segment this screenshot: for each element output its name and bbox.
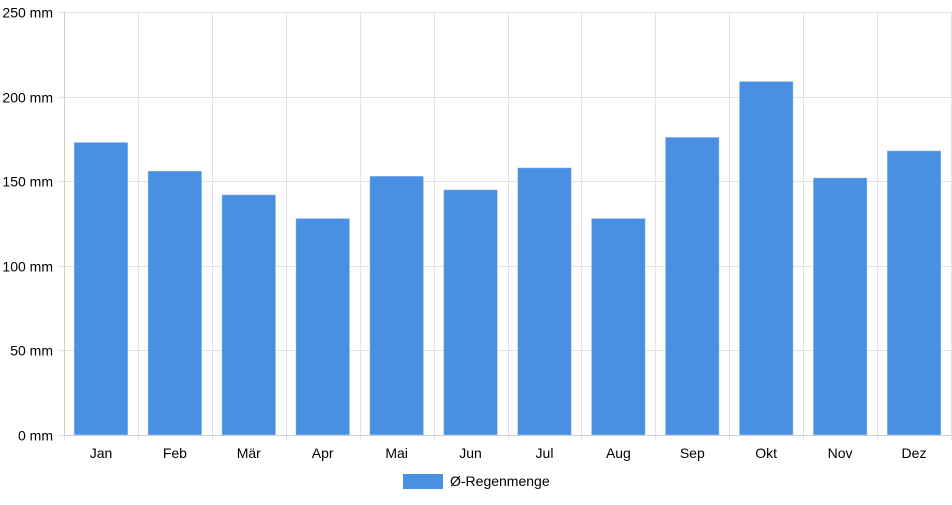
- legend-swatch[interactable]: [403, 474, 443, 489]
- x-tick-label: Jun: [459, 445, 482, 461]
- x-tick-label: Jan: [90, 445, 113, 461]
- bar-okt[interactable]: [738, 80, 794, 436]
- y-tick-label: 50 mm: [10, 343, 53, 359]
- bar-dez[interactable]: [886, 150, 942, 436]
- x-tick-label: Mär: [237, 445, 261, 461]
- x-tick-label: Jul: [536, 445, 554, 461]
- x-tick-label: Aug: [606, 445, 631, 461]
- grid-layer: [58, 12, 952, 441]
- x-tick-label: Nov: [828, 445, 853, 461]
- bar-mai[interactable]: [369, 175, 425, 436]
- y-tick-label: 250 mm: [2, 5, 53, 21]
- x-tick-label: Feb: [163, 445, 187, 461]
- y-tick-label: 100 mm: [2, 259, 53, 275]
- legend[interactable]: Ø-Regenmenge: [403, 473, 550, 489]
- bar-apr[interactable]: [295, 217, 351, 436]
- x-tick-label: Sep: [680, 445, 705, 461]
- x-tick-label: Okt: [755, 445, 777, 461]
- x-tick-label: Mai: [385, 445, 408, 461]
- y-tick-label: 0 mm: [18, 428, 53, 444]
- y-tick-label: 150 mm: [2, 174, 53, 190]
- x-tick-label: Dez: [902, 445, 927, 461]
- bars-layer: [73, 80, 942, 436]
- bar-feb[interactable]: [147, 170, 203, 436]
- bar-aug[interactable]: [590, 217, 646, 436]
- y-tick-label: 200 mm: [2, 90, 53, 106]
- bar-sep[interactable]: [664, 136, 720, 436]
- x-tick-label: Apr: [312, 445, 334, 461]
- bar-nov[interactable]: [812, 177, 868, 436]
- bar-jun[interactable]: [443, 189, 499, 436]
- axis-layer: 0 mm 50 mm 100 mm 150 mm 200 mm 250 mm Jan Feb M…: [2, 5, 951, 461]
- bar-mär[interactable]: [221, 194, 277, 436]
- bar-jul[interactable]: [517, 167, 572, 436]
- legend-label[interactable]: Ø-Regenmenge: [450, 473, 550, 489]
- bar-jan[interactable]: [73, 141, 129, 436]
